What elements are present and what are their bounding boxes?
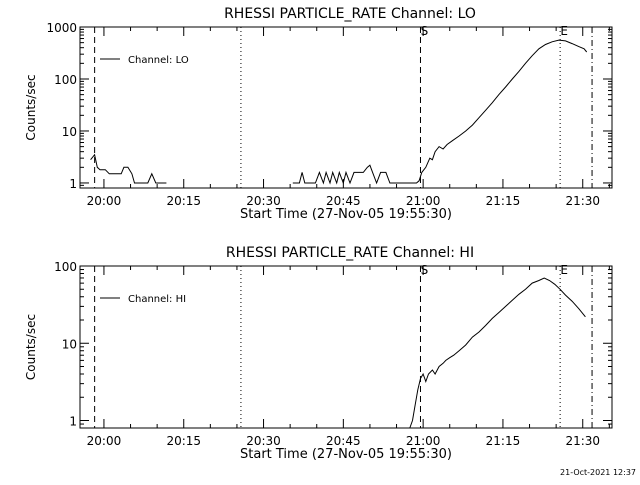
y-tick-label: 10 <box>62 337 77 351</box>
legend-entry: Channel: HI <box>128 294 186 305</box>
y-tick-label: 1000 <box>46 21 77 35</box>
x-tick-label: 21:30 <box>565 434 600 448</box>
x-tick-label: 20:30 <box>246 194 281 208</box>
plot-frame <box>79 26 613 189</box>
x-tick-label: 21:15 <box>486 194 521 208</box>
x-axis-label: Start Time (27-Nov-05 19:55:30) <box>240 447 452 462</box>
series-line <box>90 153 167 184</box>
y-tick-label: 100 <box>54 260 77 274</box>
footer-timestamp: 21-Oct-2021 12:37 <box>560 468 636 477</box>
y-tick-label: 1 <box>69 415 77 429</box>
plot-frame <box>79 265 613 429</box>
y-axis-label: Counts/sec <box>24 74 38 140</box>
x-tick-label: 21:15 <box>486 434 521 448</box>
series-line <box>409 277 586 429</box>
x-tick-label: 20:45 <box>326 194 361 208</box>
marker-label: S <box>421 24 429 38</box>
series-line <box>292 39 588 185</box>
y-tick-label: 100 <box>54 73 77 87</box>
x-tick-label: 20:45 <box>326 434 361 448</box>
chart-title: RHESSI PARTICLE_RATE Channel: HI <box>226 245 474 261</box>
marker-label: E <box>560 24 568 38</box>
chart-panel-lo: RHESSI PARTICLE_RATE Channel: LO Counts/s… <box>24 6 613 222</box>
x-axis-label: Start Time (27-Nov-05 19:55:30) <box>240 207 452 222</box>
x-tick-label: 20:15 <box>166 194 201 208</box>
chart-title: RHESSI PARTICLE_RATE Channel: LO <box>224 6 476 22</box>
x-tick-label: 20:30 <box>246 434 281 448</box>
y-axis-label: Counts/sec <box>24 314 38 380</box>
x-tick-label: 21:00 <box>406 194 441 208</box>
marker-label: S <box>421 263 429 277</box>
x-tick-label: 20:00 <box>87 434 122 448</box>
x-tick-label: 21:30 <box>565 194 600 208</box>
y-tick-label: 1 <box>69 177 77 191</box>
legend-entry: Channel: LO <box>128 55 189 66</box>
x-tick-label: 20:00 <box>87 194 122 208</box>
y-tick-label: 10 <box>62 125 77 139</box>
chart-panel-hi: RHESSI PARTICLE_RATE Channel: HI Counts/s… <box>24 245 613 462</box>
x-tick-label: 20:15 <box>166 434 201 448</box>
marker-label: E <box>560 263 568 277</box>
x-tick-label: 21:00 <box>406 434 441 448</box>
